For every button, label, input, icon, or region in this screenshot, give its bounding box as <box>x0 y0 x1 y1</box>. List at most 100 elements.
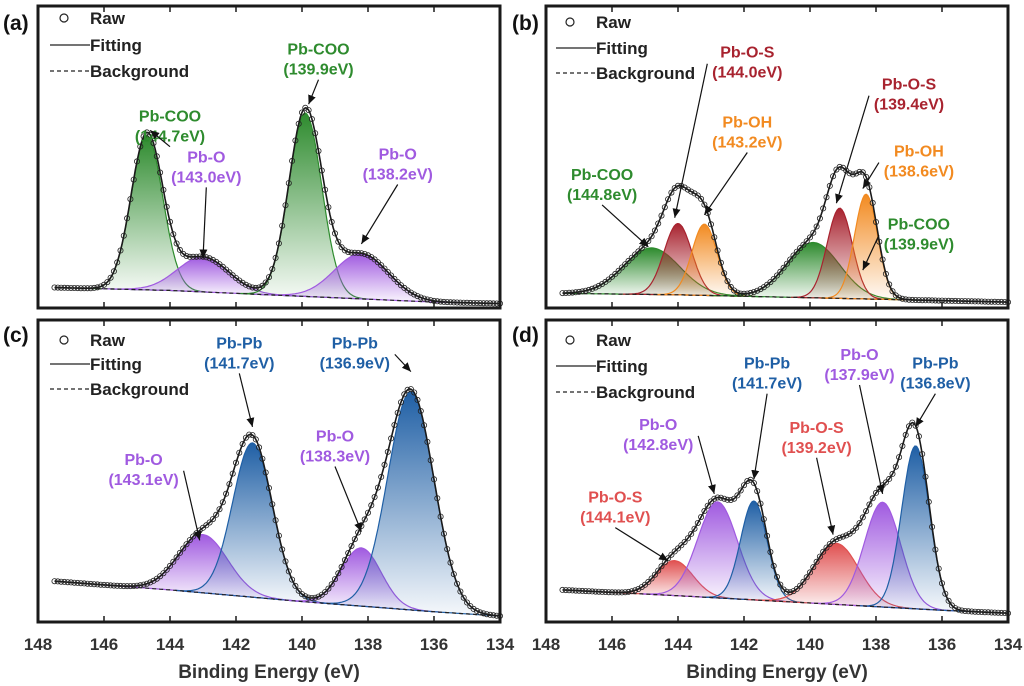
raw-point <box>701 507 708 514</box>
raw-point <box>915 433 922 440</box>
raw-point <box>84 285 91 292</box>
raw-point <box>998 609 1005 616</box>
raw-point <box>259 455 266 462</box>
raw-point <box>166 562 173 569</box>
raw-point <box>117 582 124 589</box>
raw-point <box>823 544 830 551</box>
peak-annotation-1: Pb-O (142.8eV) <box>623 417 716 495</box>
annotation-energy: (138.2eV) <box>363 167 433 184</box>
raw-point <box>863 508 870 515</box>
raw-point <box>599 280 606 287</box>
raw-point <box>717 494 724 501</box>
panel-b: (b) Raw Fitting Background Pb-COO (144.8e… <box>512 4 1012 310</box>
panel-c-frame <box>36 318 502 624</box>
raw-point <box>401 391 408 398</box>
raw-point <box>754 488 761 495</box>
raw-point <box>770 562 777 569</box>
raw-point <box>114 582 121 589</box>
raw-point <box>384 448 391 455</box>
raw-point <box>820 205 827 212</box>
raw-point <box>856 168 863 175</box>
raw-point <box>932 546 939 553</box>
raw-point <box>658 212 665 219</box>
raw-point <box>929 523 936 530</box>
raw-point <box>853 524 860 531</box>
raw-point <box>797 582 804 589</box>
raw-point <box>975 608 982 615</box>
annotation-energy: (139.2eV) <box>781 440 851 457</box>
raw-point <box>609 589 616 596</box>
raw-point <box>490 300 497 307</box>
raw-point <box>698 195 705 202</box>
raw-point <box>902 431 909 438</box>
legend-fitting-label: Fitting <box>90 36 142 55</box>
raw-point <box>81 580 88 587</box>
raw-point <box>757 286 764 293</box>
raw-point <box>823 194 830 201</box>
legend-raw-marker <box>59 335 69 345</box>
raw-point <box>434 495 441 502</box>
legend-fitting-label: Fitting <box>596 39 648 58</box>
raw-point <box>830 538 837 545</box>
raw-point <box>256 444 263 451</box>
raw-point <box>569 289 576 296</box>
raw-point <box>81 285 88 292</box>
raw-point <box>483 611 490 618</box>
raw-point <box>955 297 962 304</box>
panel-d-frame <box>544 318 1010 624</box>
raw-point <box>157 169 164 176</box>
raw-point <box>889 470 896 477</box>
raw-point <box>618 589 625 596</box>
annotation-arrow <box>816 457 836 535</box>
raw-point <box>480 610 487 617</box>
raw-point <box>688 530 695 537</box>
panel-a-frame <box>36 4 502 310</box>
raw-point <box>727 283 734 290</box>
raw-point <box>836 163 843 170</box>
raw-point <box>454 580 461 587</box>
raw-point <box>91 581 98 588</box>
raw-point <box>341 557 348 564</box>
raw-point <box>585 588 592 595</box>
raw-point <box>681 184 688 191</box>
raw-point <box>810 229 817 236</box>
raw-point <box>236 449 243 456</box>
raw-point <box>962 298 969 305</box>
raw-point <box>708 221 715 228</box>
raw-point <box>351 536 358 543</box>
annotation-arrow <box>183 470 202 541</box>
raw-point <box>744 477 751 484</box>
raw-point <box>688 188 695 195</box>
raw-point <box>694 192 701 199</box>
raw-point <box>919 450 926 457</box>
raw-point <box>800 578 807 585</box>
raw-point <box>645 578 652 585</box>
raw-point <box>873 218 880 225</box>
raw-point <box>691 190 698 197</box>
annotation-arrow <box>697 435 716 495</box>
panel-b-legend: Raw Fitting Background <box>556 13 695 83</box>
annotation-energy: (143.1eV) <box>108 472 178 489</box>
raw-point <box>61 578 68 585</box>
annotation-energy: (139.9eV) <box>283 62 353 79</box>
annotation-arrow <box>199 187 208 259</box>
raw-point <box>711 234 718 241</box>
raw-point <box>404 386 411 393</box>
raw-point <box>932 297 939 304</box>
raw-point <box>223 490 230 497</box>
annotation-label: Pb-O <box>379 147 417 164</box>
raw-point <box>265 274 272 281</box>
annotation-energy: (137.9eV) <box>824 367 894 384</box>
raw-point <box>54 578 61 585</box>
raw-point <box>252 284 259 291</box>
raw-point <box>906 296 913 303</box>
raw-point <box>797 245 804 252</box>
raw-point <box>166 218 173 225</box>
raw-point <box>269 501 276 508</box>
raw-point <box>447 559 454 566</box>
raw-point <box>473 299 480 306</box>
raw-point <box>995 609 1002 616</box>
raw-point <box>681 539 688 546</box>
raw-point <box>767 279 774 286</box>
legend-background-label: Background <box>596 383 695 402</box>
